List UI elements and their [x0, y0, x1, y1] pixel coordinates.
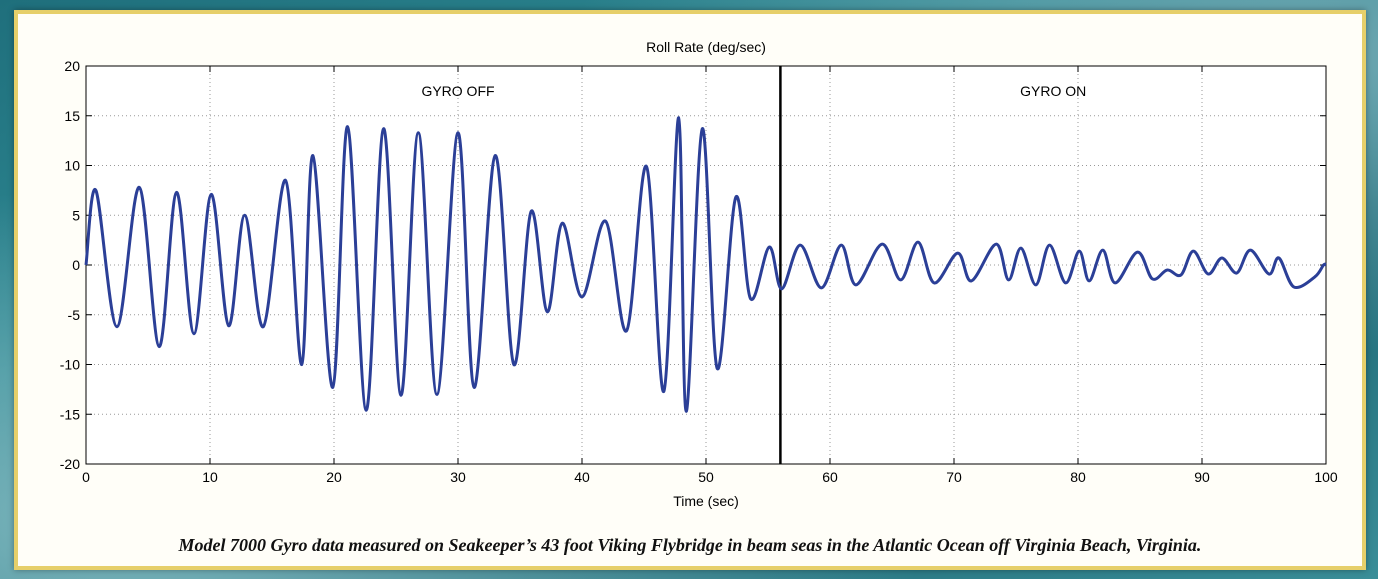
x-tick-label: 70 — [946, 469, 962, 485]
x-tick-label: 40 — [574, 469, 590, 485]
gyro-on-label: GYRO ON — [1020, 83, 1086, 99]
x-tick-label: 60 — [822, 469, 838, 485]
chart-caption: Model 7000 Gyro data measured on Seakeep… — [178, 535, 1202, 555]
chart-title: Roll Rate (deg/sec) — [646, 39, 766, 55]
x-tick-label: 20 — [326, 469, 342, 485]
y-tick-label: 10 — [64, 158, 80, 174]
x-tick-label: 80 — [1070, 469, 1086, 485]
y-tick-label: 20 — [64, 58, 80, 74]
roll-rate-chart: 0 10 20 30 40 50 60 70 80 90 10020151050-5-10-15-2… — [60, 39, 1338, 509]
x-tick-label: 50 — [698, 469, 714, 485]
y-tick-label: -10 — [60, 357, 80, 373]
x-tick-label: 30 — [450, 469, 466, 485]
x-tick-label: 100 — [1314, 469, 1338, 485]
y-tick-label: -15 — [60, 406, 80, 422]
y-tick-label: 0 — [72, 257, 80, 273]
gyro-off-label: GYRO OFF — [421, 83, 494, 99]
x-axis-label: Time (sec) — [673, 493, 739, 509]
y-tick-label: -20 — [60, 456, 80, 472]
y-tick-label: 5 — [72, 207, 80, 223]
y-tick-label: 15 — [64, 108, 80, 124]
y-tick-label: -5 — [68, 307, 81, 323]
roll-rate-series-line — [84, 116, 1328, 413]
x-tick-label: 90 — [1194, 469, 1210, 485]
chart-panel: 0 10 20 30 40 50 60 70 80 90 100 20 15 10 5 0 -5 -10 -15 -2… — [14, 10, 1366, 570]
x-tick-label: 0 — [82, 469, 90, 485]
x-tick-label: 10 — [202, 469, 218, 485]
